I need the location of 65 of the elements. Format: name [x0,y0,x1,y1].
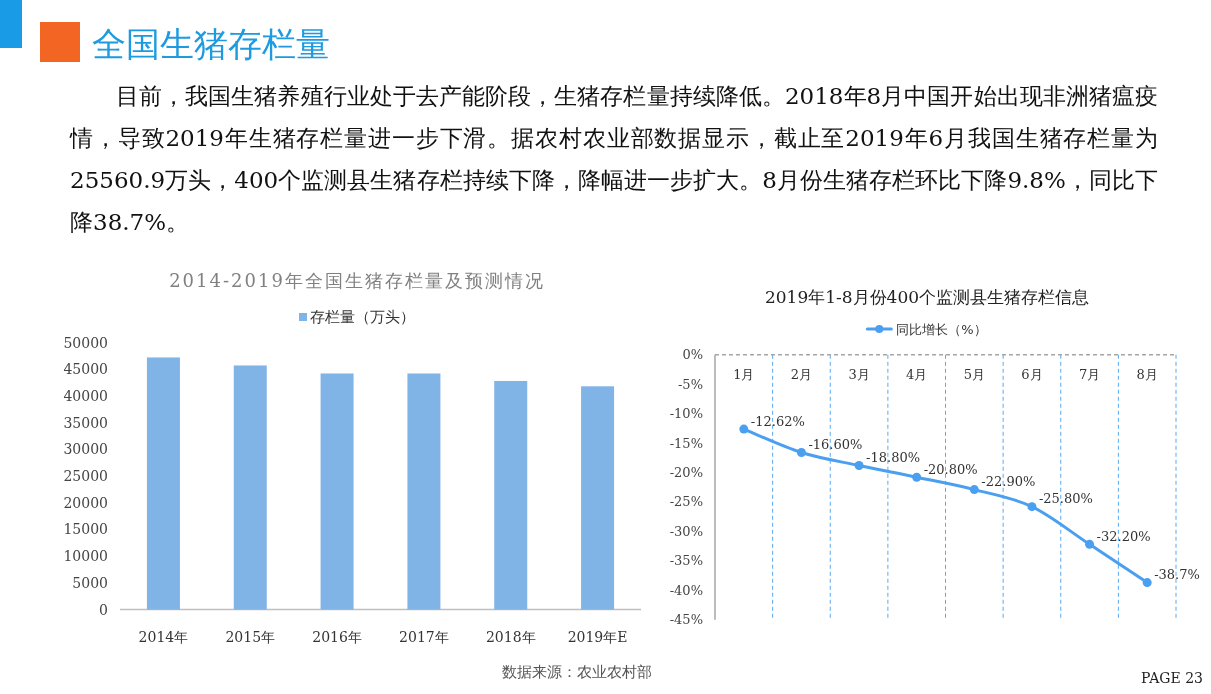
y-tick-label: -5% [677,376,703,392]
point [1027,502,1037,512]
point [739,424,749,434]
bar [494,380,528,610]
x-tick-label: 6月 [1021,367,1043,383]
x-tick-label: 2019年E [567,628,628,645]
y-tick-label: -30% [669,523,703,539]
y-tick-label: 25000 [63,468,108,485]
y-tick-label: 5000 [72,574,108,591]
y-tick-label: -45% [669,612,703,628]
data-label: -25.80% [1038,491,1093,507]
point [1085,539,1095,549]
x-tick-label: 5月 [963,367,985,383]
point [969,485,979,495]
source-note: 数据来源：农业农村部 [502,663,652,681]
y-tick-label: 40000 [63,387,108,404]
legend-label: 同比增长（%） [896,321,987,337]
x-tick-label: 2018年 [485,628,536,645]
y-tick-label: -20% [669,465,703,481]
x-tick-label: 1月 [733,367,755,383]
y-tick-label: 0 [99,601,108,618]
y-tick-label: -10% [669,406,703,422]
text: PAGE 23 [1141,670,1203,686]
x-tick-label: 2014年 [138,628,189,645]
text: 全国生猪存栏量 [92,24,330,64]
bar [581,386,615,610]
y-tick-label: -15% [669,435,703,451]
data-label: -38.7% [1154,567,1200,583]
point [796,448,806,458]
data-label: -20.80% [923,461,978,477]
legend-label: 存栏量（万头） [310,308,415,326]
data-label: -18.80% [866,449,921,465]
x-tick-label: 2月 [790,367,813,383]
y-tick-label: 10000 [63,548,108,565]
x-tick-label: 8月 [1136,367,1158,383]
y-tick-label: 30000 [63,441,108,458]
y-tick-label: 50000 [63,334,108,351]
x-tick-label: 2017年 [399,628,449,645]
bar [407,373,441,610]
x-tick-label: 2015年 [225,628,276,645]
bar [146,357,180,610]
point [912,472,922,482]
x-tick-label: 7月 [1078,367,1101,383]
y-tick-label: 0% [682,347,703,363]
text: 目前，我国生猪养殖行业处于去产能阶段，生猪存栏量持续降低。2018年8月中国开始出现非洲猪瘟疫情，导致2019年生猪存栏量进一步下滑。据农村农业部数据显示，截止至2019年6月我国生猪存栏量为25560.9万头，400个监测县生猪存栏持续下降，降幅进一步扩大。8月份生猪存栏环比下降9.8%，同比下降38.7%。 [70,82,1158,237]
data-label: -16.60% [808,437,863,453]
x-tick-label: 2016年 [312,628,362,645]
y-tick-label: -40% [669,582,703,598]
data-label: -12.62% [750,413,805,429]
chart-title: 2014-2019年全国生猪存栏量及预测情况 [169,270,545,291]
data-label: -32.20% [1096,528,1151,544]
x-tick-label: 4月 [906,367,928,383]
x-tick-label: 3月 [848,367,870,383]
point [854,460,864,470]
data-label: -22.90% [981,474,1036,490]
y-tick-label: -25% [669,494,703,510]
y-tick-label: -35% [669,553,703,569]
point [1142,578,1152,588]
bar [320,373,354,610]
y-tick-label: 45000 [63,361,108,378]
y-tick-label: 15000 [63,521,108,538]
y-tick-label: 35000 [63,414,108,431]
y-tick-label: 20000 [63,494,108,511]
chart-title: 2019年1-8月份400个监测县生猪存栏信息 [764,287,1090,307]
bar [233,365,267,610]
